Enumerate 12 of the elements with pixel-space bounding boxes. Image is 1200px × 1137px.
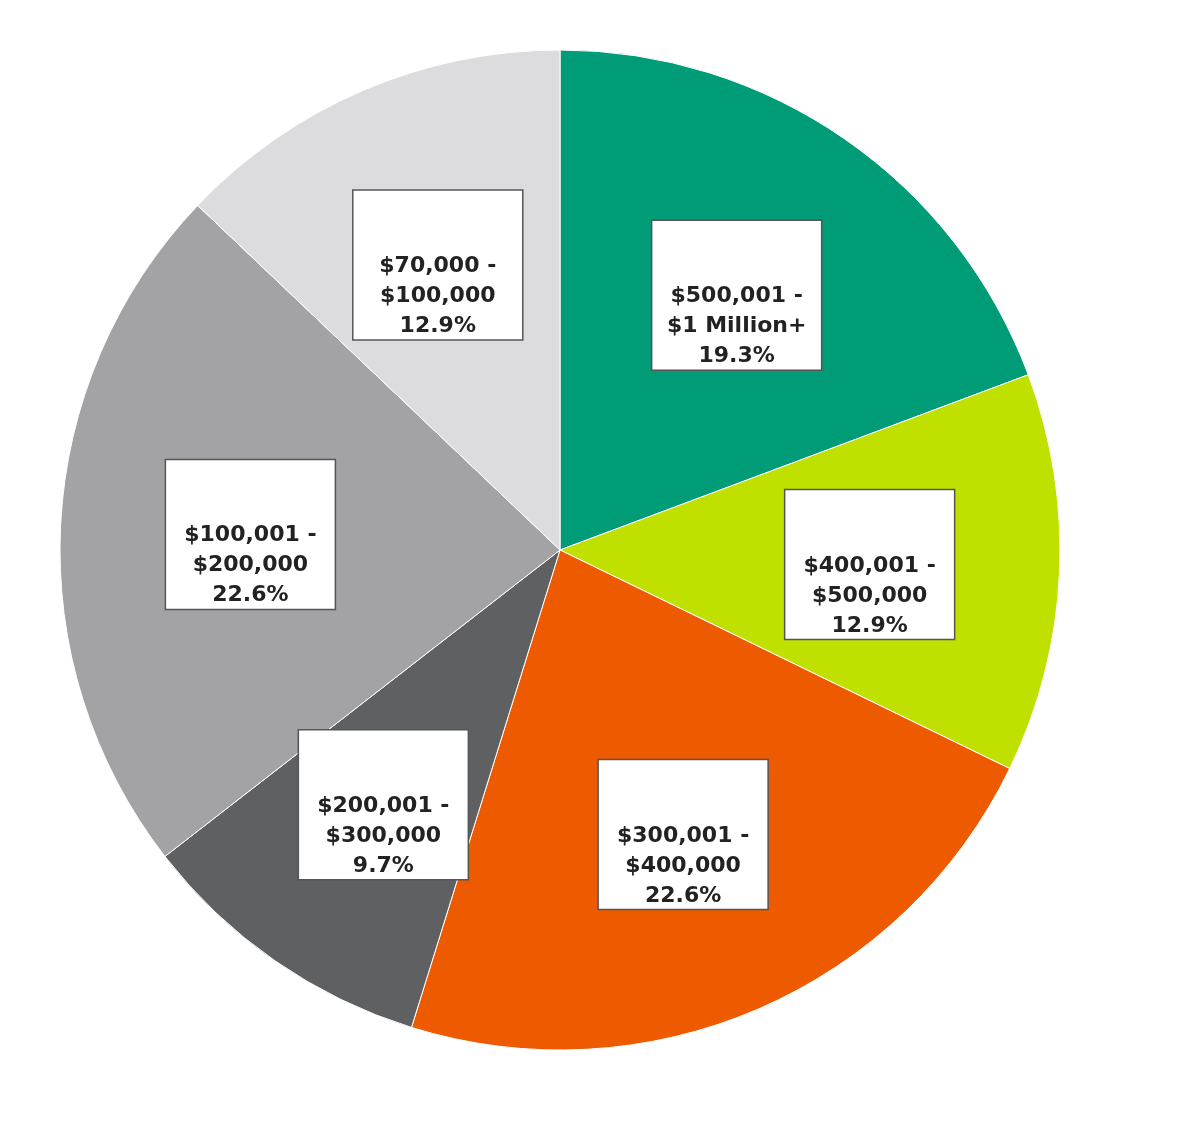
data-label: 12.9% bbox=[399, 312, 476, 338]
data-label: 22.6% bbox=[644, 881, 722, 907]
slice-label: $400,001 - $500,000 bbox=[803, 551, 936, 607]
slice-label: $100,001 - $200,000 bbox=[184, 521, 317, 577]
data-label: 9.7% bbox=[352, 851, 414, 877]
data-label: 12.9% bbox=[831, 611, 908, 637]
slice-label: $200,001 - $300,000 bbox=[317, 791, 450, 847]
slice-label: $70,000 - $100,000 bbox=[379, 252, 497, 308]
data-label: 19.3% bbox=[698, 342, 775, 368]
slice-label: $500,001 - $1 Million+ bbox=[666, 282, 807, 338]
slice-label: $300,001 - $400,000 bbox=[616, 821, 750, 877]
data-label: 22.6% bbox=[212, 581, 289, 607]
